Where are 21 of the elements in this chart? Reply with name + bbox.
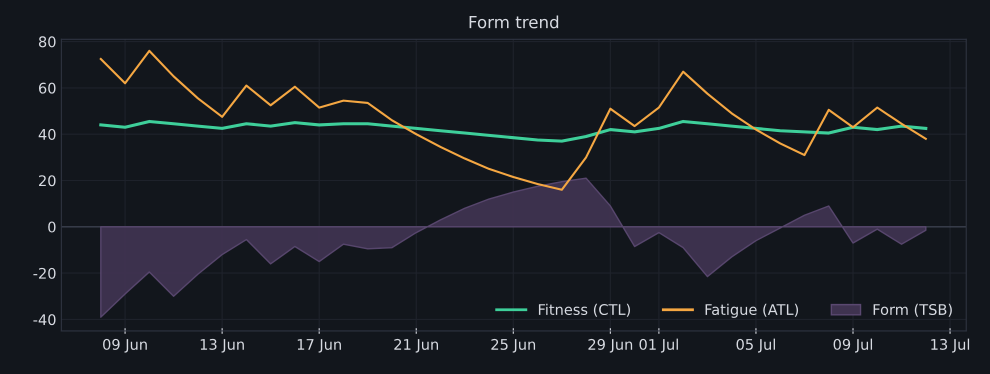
x-tick-label: 05 Jul [736,338,775,353]
x-tick-label: 13 Jun [200,338,244,353]
x-tick-label: 17 Jun [298,339,341,353]
y-tick-label: 40 [38,128,56,140]
y-tick-label: 60 [38,82,56,94]
x-tick-label: 29 Jun [588,338,632,353]
x-tick-label: 25 Jun [491,338,536,353]
x-tick-label: 21 Jun [394,338,438,353]
y-tick-label: 20 [39,175,56,186]
legend-label: Fitness (CTL) [538,304,630,317]
x-tick-label: 01 Jul [639,338,678,353]
x-tick-label: 09 Jun [103,338,147,353]
legend-label: Fatigue (ATL) [706,304,798,318]
y-tick-label: 80 [38,36,56,48]
x-tick-label: 09 Jul [834,338,872,353]
x-tick-label: 13 Jul [931,338,970,353]
y-tick-label: -40 [33,314,56,326]
chart-title: Form trend [470,15,558,28]
y-tick-label: -20 [33,268,56,279]
legend-label: Form (TSB) [874,304,952,317]
y-tick-label: 0 [48,222,56,233]
